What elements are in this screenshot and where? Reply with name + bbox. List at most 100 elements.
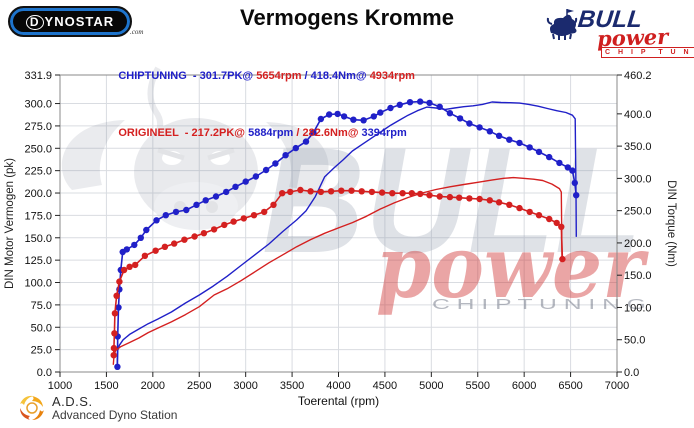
data-point-marker	[377, 109, 384, 116]
y-left-tick-label: 100.0	[24, 278, 52, 290]
data-point-marker	[456, 115, 464, 122]
data-point-marker	[476, 124, 483, 131]
data-point-marker	[317, 115, 325, 123]
y-left-tick-label: 75.0	[31, 300, 52, 312]
legend: CHIPTUNING - 301.7PK@ 5654rpm / 418.4Nm@…	[100, 36, 415, 174]
data-point-marker	[546, 215, 553, 223]
series-origineel_power	[112, 176, 563, 365]
x-tick-label: 4000	[326, 380, 350, 392]
data-point-marker	[250, 212, 258, 219]
dynostar-logo-text: D YNOSTAR	[25, 14, 114, 30]
data-point-marker	[426, 99, 433, 107]
data-point-marker	[272, 160, 279, 167]
data-point-marker	[340, 113, 348, 120]
data-point-marker	[141, 252, 149, 259]
data-point-marker	[486, 128, 493, 135]
data-point-marker	[495, 199, 503, 206]
legend-row-origineel: ORIGINEEL - 217.2PK@ 5884rpm / 282.6Nm@ …	[100, 117, 415, 152]
data-point-marker	[546, 153, 553, 161]
data-point-marker	[261, 208, 268, 216]
data-point-marker	[252, 173, 260, 180]
data-point-marker	[223, 188, 230, 196]
ads-title: A.D.S.	[52, 394, 93, 409]
data-point-marker	[350, 116, 357, 123]
data-point-marker	[230, 218, 237, 225]
data-point-marker	[162, 212, 169, 219]
ads-swirl-icon	[20, 395, 44, 420]
data-point-marker	[111, 310, 119, 317]
data-point-marker	[181, 236, 188, 243]
data-point-marker	[556, 159, 563, 167]
data-point-marker	[516, 204, 523, 212]
y-left-tick-label: 331.9	[24, 70, 52, 82]
y-left-tick-label: 25.0	[31, 345, 52, 357]
data-point-marker	[297, 186, 304, 194]
data-point-marker	[183, 206, 190, 214]
chip-tuning-text-watermark: C H I P T U N I N G	[432, 296, 646, 313]
legend-torque-value: / 418.4Nm@	[301, 69, 370, 82]
x-axis-title: Toerental (rpm)	[298, 394, 379, 408]
series-chiptuning_power	[116, 101, 577, 369]
legend-row-chiptuning: CHIPTUNING - 301.7PK@ 5654rpm / 418.4Nm@…	[100, 59, 415, 94]
data-point-marker	[111, 330, 118, 337]
data-point-marker	[466, 120, 473, 127]
data-point-marker	[378, 189, 386, 196]
data-point-marker	[446, 110, 454, 117]
data-point-marker	[396, 101, 403, 109]
data-point-marker	[282, 152, 289, 159]
x-tick-label: 1000	[48, 380, 72, 392]
data-point-marker	[171, 240, 178, 247]
data-point-marker	[310, 129, 317, 136]
data-point-marker	[526, 144, 533, 151]
y-left-tick-label: 275.0	[24, 121, 52, 133]
data-point-marker	[202, 197, 209, 204]
data-point-marker	[110, 344, 118, 352]
data-point-marker	[486, 197, 493, 204]
data-point-marker	[200, 230, 208, 237]
y-left-tick-label: 125.0	[24, 255, 52, 267]
data-point-marker	[326, 111, 333, 118]
x-tick-label: 7000	[605, 380, 629, 392]
y-left-tick-label: 200.0	[24, 188, 52, 200]
data-point-marker	[360, 117, 367, 124]
ads-subtitle: Advanced Dyno Station	[52, 408, 178, 422]
y-right-tick-label: 150.0	[624, 270, 652, 282]
x-tick-label: 4500	[373, 380, 397, 392]
legend-torque-rpm: 3394rpm	[361, 127, 407, 139]
page-title: Vermogens Kromme	[240, 5, 454, 30]
bull-icon	[546, 9, 578, 40]
legend-power-value: - 301.7PK@	[186, 69, 257, 82]
data-point-marker	[120, 266, 128, 274]
data-point-marker	[358, 188, 365, 195]
data-point-marker	[368, 188, 376, 196]
data-point-marker	[569, 167, 576, 174]
data-point-marker	[113, 292, 120, 299]
x-tick-label: 5000	[419, 380, 443, 392]
data-point-marker	[426, 192, 433, 199]
legend-label: CHIPTUNING	[118, 69, 187, 82]
legend-power-rpm: 5884rpm	[248, 127, 294, 139]
data-point-marker	[161, 243, 169, 250]
data-point-marker	[270, 201, 277, 208]
data-point-marker	[172, 208, 180, 216]
data-point-marker	[212, 193, 220, 200]
power-text-watermark: power	[376, 217, 649, 318]
y-left-tick-label: 175.0	[24, 210, 52, 222]
data-point-marker	[476, 195, 483, 203]
data-point-marker	[191, 233, 198, 240]
data-point-marker	[334, 110, 341, 118]
y-right-tick-label: 250.0	[624, 206, 652, 218]
data-point-marker	[132, 261, 139, 269]
data-point-marker	[506, 136, 513, 143]
data-point-marker	[143, 226, 150, 234]
data-point-marker	[571, 179, 578, 187]
y-left-tick-label: 0.0	[37, 367, 52, 379]
data-point-marker	[348, 187, 355, 194]
data-point-marker	[287, 188, 294, 196]
data-point-marker	[115, 304, 122, 311]
data-point-marker	[307, 188, 314, 195]
series-line	[116, 101, 577, 369]
x-tick-label: 1500	[94, 380, 118, 392]
y-right-tick-label: 400.0	[624, 109, 652, 121]
